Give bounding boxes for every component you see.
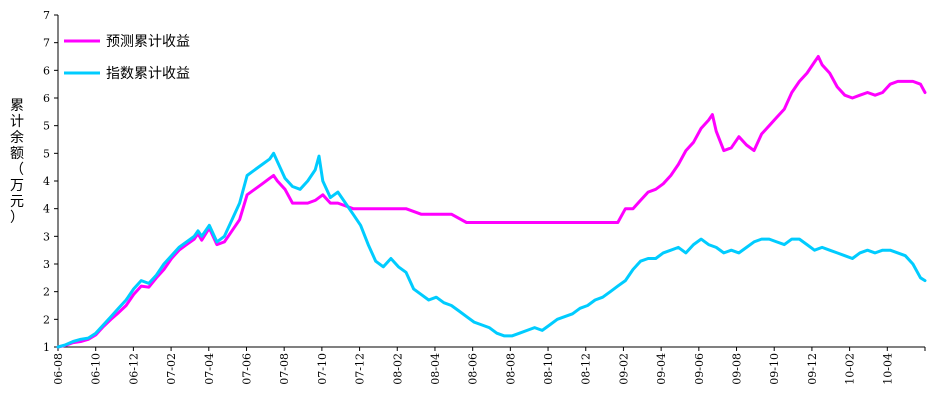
x-tick-label: 10-04 <box>881 353 894 385</box>
x-tick-label: 06-08 <box>52 353 65 385</box>
y-tick-label: 6 <box>43 92 50 105</box>
x-tick-label: 06-10 <box>90 353 103 385</box>
x-tick-label: 10-02 <box>844 353 857 385</box>
series-layer <box>56 55 927 349</box>
y-tick-label: 2 <box>43 286 50 299</box>
x-tick-label: 09-12 <box>806 353 819 385</box>
x-tick-label: 07-06 <box>240 353 253 385</box>
y-tick-label: 5 <box>43 147 50 160</box>
x-tick-label: 09-04 <box>655 353 668 385</box>
y-axis-title-char: 累 <box>10 98 24 114</box>
y-tick-label: 5 <box>43 120 50 133</box>
x-tick-label: 08-08 <box>504 353 517 385</box>
series-line-1 <box>56 55 927 349</box>
x-tick-label: 09-06 <box>693 353 706 385</box>
y-tick-label: 7 <box>43 9 50 22</box>
x-tick-label: 09-08 <box>731 353 744 385</box>
y-tick-label: 6 <box>43 64 50 77</box>
x-tick-label: 08-10 <box>542 353 555 385</box>
y-tick-label: 3 <box>43 258 50 271</box>
y-tick-label: 3 <box>43 230 50 243</box>
x-tick-label: 08-02 <box>391 353 404 385</box>
y-tick-label: 4 <box>43 203 50 216</box>
x-tick-label: 07-04 <box>203 353 216 385</box>
y-tick-label: 7 <box>43 37 50 50</box>
y-axis-title-char: 元 <box>10 194 24 210</box>
x-tick-label: 07-12 <box>354 353 367 385</box>
series-line-2 <box>56 151 927 349</box>
x-tick-label: 09-02 <box>617 353 630 385</box>
x-tick-label: 07-02 <box>165 353 178 385</box>
y-axis-title-char: 计 <box>10 114 24 130</box>
x-tick-label: 07-08 <box>278 353 291 385</box>
x-tick-label: 08-12 <box>580 353 593 385</box>
x-tick-label: 09-10 <box>768 353 781 385</box>
y-axis-title-char: （ <box>10 162 24 178</box>
y-axis-title-char: 余 <box>10 129 24 146</box>
x-tick-label: 07-10 <box>316 353 329 385</box>
y-tick-label: 2 <box>43 313 50 326</box>
y-axis-title-char: ） <box>10 210 24 226</box>
x-tick-label: 08-06 <box>467 353 480 385</box>
axes: 1 2 2 3 3 4 4 5 5 6 6 7 7 06-08 06-10 06-12 07-02 07-04 07… <box>43 9 926 385</box>
legend-label-1: 预测累计收益 <box>106 34 190 50</box>
y-tick-label: 4 <box>43 175 50 188</box>
y-axis-title-char: 万 <box>10 178 24 194</box>
y-axis-title-char: 额 <box>10 146 24 162</box>
y-tick-label: 1 <box>43 341 50 354</box>
legend-label-2: 指数累计收益 <box>106 66 190 82</box>
x-tick-label: 06-12 <box>127 353 140 385</box>
x-tick-label: 08-04 <box>429 353 442 385</box>
